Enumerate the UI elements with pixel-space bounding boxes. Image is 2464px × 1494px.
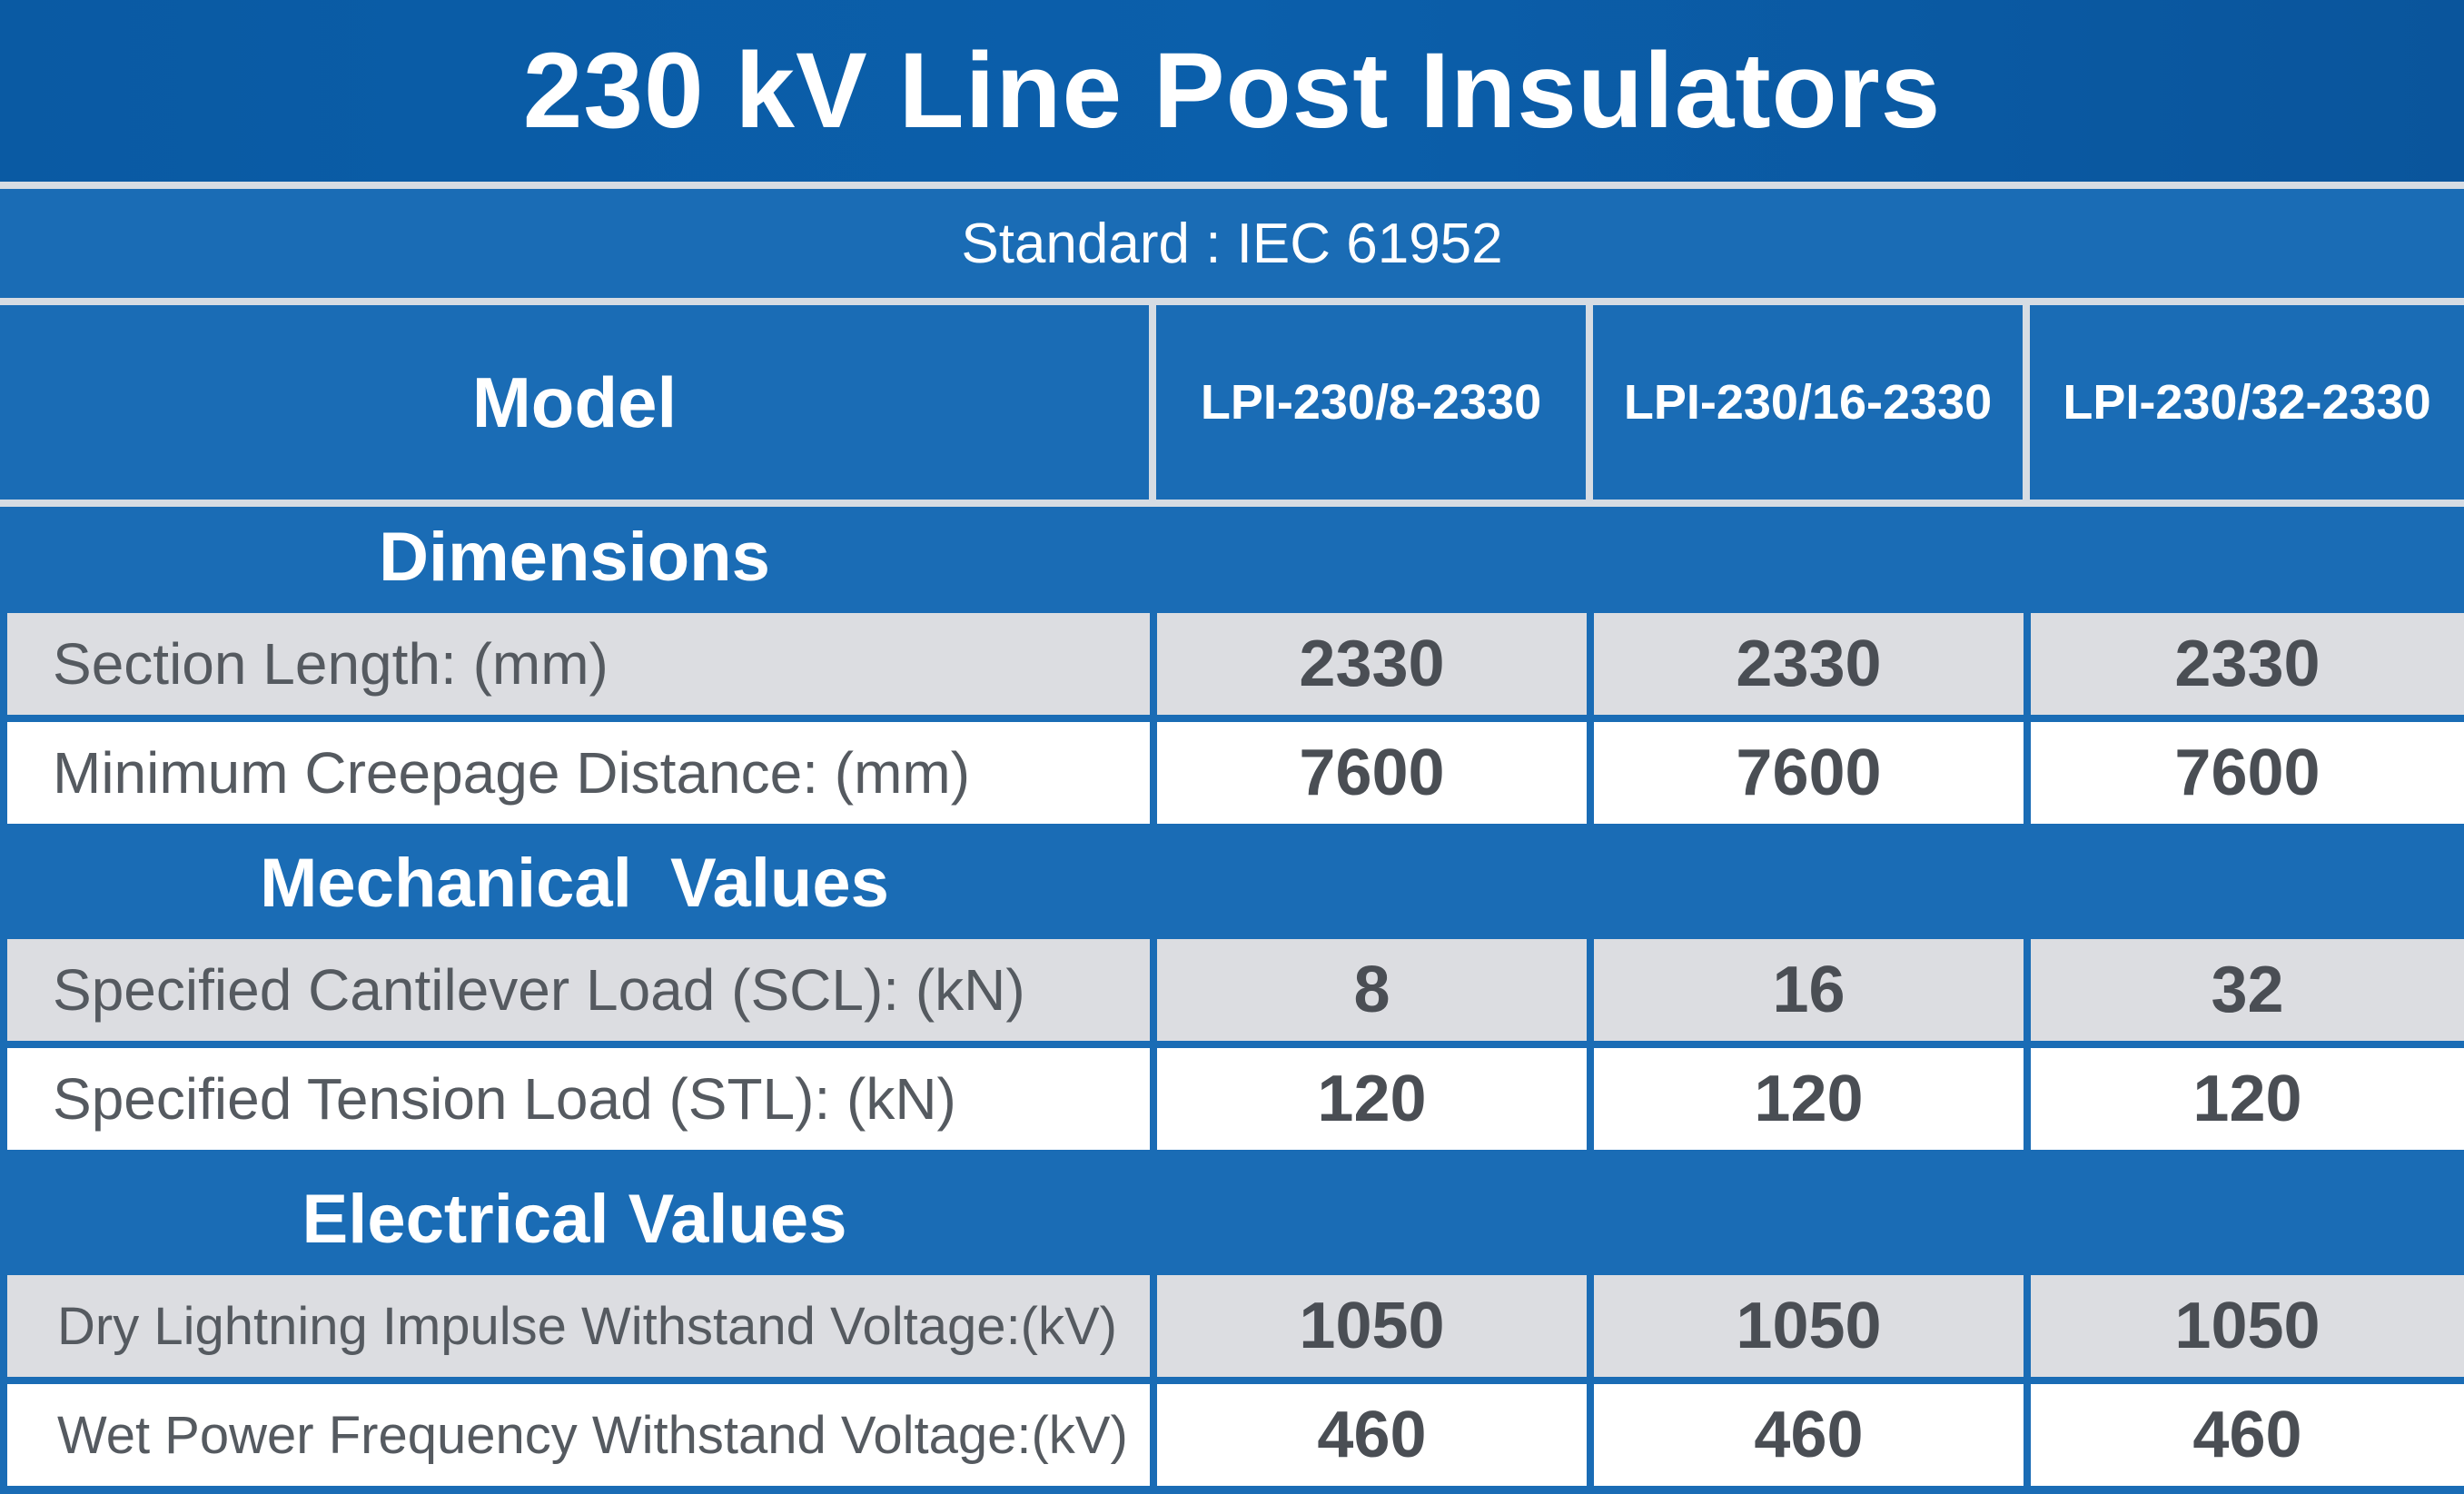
- column-divider: [1586, 305, 1593, 500]
- divider: [0, 298, 2464, 305]
- row-value: 16: [1594, 939, 2024, 1041]
- model-name-cell: LPI-230/8-2330: [1156, 305, 1586, 500]
- column-divider: [1149, 305, 1156, 500]
- row-value: 2330: [1594, 613, 2024, 715]
- row-label: Section Length: (mm): [7, 613, 1150, 715]
- standard-label: Standard : IEC 61952: [961, 212, 1503, 275]
- section-title: Electrical Values: [302, 1180, 847, 1258]
- row-value: 1050: [1157, 1275, 1587, 1377]
- row-value: 1050: [1594, 1275, 2024, 1377]
- divider: [0, 500, 2464, 507]
- row-value: 7600: [1594, 722, 2024, 824]
- model-label: Model: [471, 361, 678, 442]
- row-label: Specified Cantilever Load (SCL): (kN): [7, 939, 1150, 1041]
- row-label: Specified Tension Load (STL): (kN): [7, 1048, 1150, 1150]
- row-value: 2330: [2031, 613, 2464, 715]
- row-value: 7600: [1157, 722, 1587, 824]
- model-name: LPI-230/8-2330: [1200, 375, 1542, 430]
- divider: [0, 182, 2464, 189]
- section-title: Mechanical Values: [260, 844, 889, 922]
- model-name-cell: LPI-230/16-2330: [1593, 305, 2023, 500]
- row-label: Dry Lightning Impulse Withstand Voltage:…: [7, 1275, 1150, 1377]
- row-value: 460: [1594, 1384, 2024, 1486]
- page-title: 230 kV Line Post Insulators: [522, 31, 1942, 151]
- row-value: 2330: [1157, 613, 1587, 715]
- row-value: 32: [2031, 939, 2464, 1041]
- model-header-cell: Model: [0, 305, 1149, 500]
- section-title: Dimensions: [379, 518, 770, 596]
- column-divider: [2023, 305, 2030, 500]
- row-value: 120: [1594, 1048, 2024, 1150]
- model-name: LPI-230/32-2330: [2063, 375, 2431, 430]
- row-value: 8: [1157, 939, 1587, 1041]
- model-header-row: Model LPI-230/8-2330 LPI-230/16-2330 LPI…: [0, 305, 2464, 500]
- row-label: Minimum Creepage Distance: (mm): [7, 722, 1150, 824]
- row-value: 460: [1157, 1384, 1587, 1486]
- model-name-cell: LPI-230/32-2330: [2030, 305, 2464, 500]
- title-bar: 230 kV Line Post Insulators: [0, 0, 2464, 182]
- model-name: LPI-230/16-2330: [1623, 375, 1993, 430]
- row-value: 7600: [2031, 722, 2464, 824]
- row-value: 460: [2031, 1384, 2464, 1486]
- row-value: 120: [2031, 1048, 2464, 1150]
- row-value: 1050: [2031, 1275, 2464, 1377]
- row-label: Wet Power Frequency Withstand Voltage:(k…: [7, 1384, 1150, 1486]
- row-value: 120: [1157, 1048, 1587, 1150]
- standard-bar: Standard : IEC 61952: [0, 189, 2464, 298]
